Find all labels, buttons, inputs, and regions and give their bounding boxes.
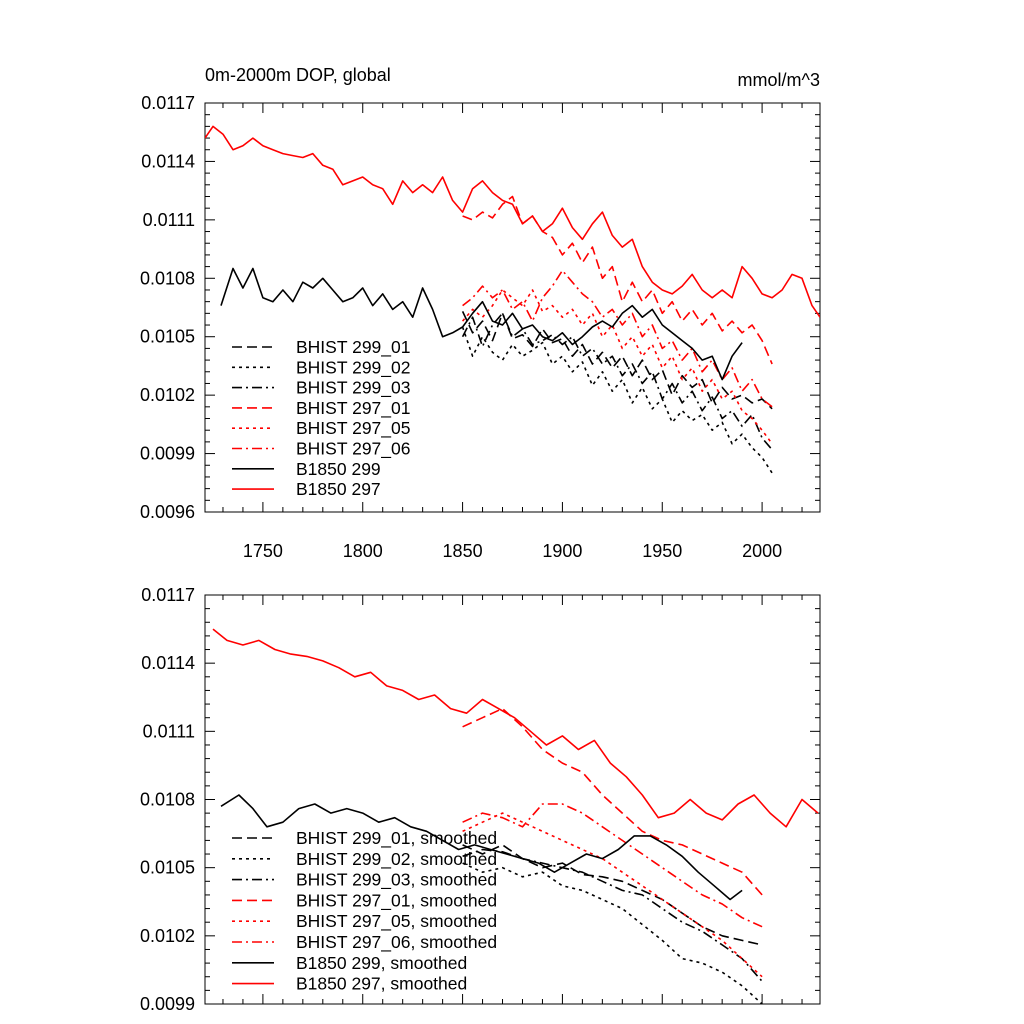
legend-label: BHIST 297_05, smoothed xyxy=(296,911,497,932)
series-line-3 xyxy=(461,312,773,451)
series-line-7 xyxy=(220,794,743,901)
y-tick-label: 0.0111 xyxy=(143,210,195,230)
series-line-4 xyxy=(462,195,773,365)
legend-label: B1850 299 xyxy=(296,459,381,479)
panel-top-content: 0.0096 0.0099 0.0102 0.0105 0.0108 0.0111 0.01… xyxy=(140,93,820,561)
x-tick-label: 2000 xyxy=(742,541,782,561)
legend-label: B1850 297 xyxy=(296,479,381,499)
series-line-6 xyxy=(462,803,763,928)
legend-label: BHIST 299_01 xyxy=(296,337,410,358)
y-tick-label: 0.0105 xyxy=(140,858,195,878)
legend-label: BHIST 297_06 xyxy=(296,439,410,460)
series-line-4 xyxy=(462,707,763,896)
series-line-5 xyxy=(461,289,773,445)
series-line-2 xyxy=(461,326,773,474)
top-panel-units: mmol/m^3 xyxy=(738,70,820,90)
y-tick-label: 0.0111 xyxy=(143,721,195,741)
y-tick-label: 0.0102 xyxy=(140,385,195,405)
y-tick-label: 0.0099 xyxy=(140,994,195,1014)
y-tick-label: 0.0099 xyxy=(140,444,195,464)
legend-label: BHIST 297_01, smoothed xyxy=(296,890,497,911)
top-panel-title: 0m-2000m DOP, global xyxy=(205,65,391,85)
series-line-3 xyxy=(462,848,763,982)
legend-label: B1850 297, smoothed xyxy=(296,974,467,994)
series-line-1 xyxy=(462,844,763,946)
series-line-5 xyxy=(462,812,763,978)
y-tick-label: 0.0096 xyxy=(140,502,195,522)
series-line-1 xyxy=(461,311,773,410)
x-tick-label: 1850 xyxy=(443,541,483,561)
series-line-8 xyxy=(212,628,819,828)
legend-label: BHIST 299_02 xyxy=(296,357,410,378)
y-tick-label: 0.0114 xyxy=(141,653,195,673)
series-line-2 xyxy=(462,862,763,1004)
legend-label: BHIST 297_05 xyxy=(296,418,410,439)
legend-label: BHIST 297_01 xyxy=(296,398,410,419)
x-tick-label: 1800 xyxy=(343,541,383,561)
x-tick-label: 1900 xyxy=(542,541,582,561)
top-panel: 0m-2000m DOP, global mmol/m^3 xyxy=(204,65,821,513)
series-line-7 xyxy=(220,267,743,381)
y-tick-label: 0.0117 xyxy=(141,93,195,113)
legend-label: BHIST 299_03 xyxy=(296,378,410,399)
legend-label: BHIST 299_03, smoothed xyxy=(296,870,497,891)
legend-label: BHIST 297_06, smoothed xyxy=(296,932,497,953)
y-tick-label: 0.0117 xyxy=(141,585,195,605)
series-group xyxy=(212,628,819,1004)
x-tick-label: 1750 xyxy=(243,541,283,561)
x-tick-label: 1950 xyxy=(642,541,682,561)
series-group xyxy=(205,125,820,474)
y-tick-label: 0.0108 xyxy=(140,268,195,288)
legend-label: BHIST 299_01, smoothed xyxy=(296,828,497,849)
top-plot-frame xyxy=(204,102,821,513)
y-tick-label: 0.0108 xyxy=(140,790,195,810)
legend-label: BHIST 299_02, smoothed xyxy=(296,849,497,870)
y-tick-label: 0.0114 xyxy=(141,151,195,171)
series-line-8 xyxy=(205,125,820,318)
legend-label: B1850 299, smoothed xyxy=(296,953,467,973)
y-tick-label: 0.0102 xyxy=(140,926,195,946)
panel-bottom-content: 0.0099 0.0102 0.0105 0.0108 0.0111 0.0114 0.01… xyxy=(140,585,820,1014)
y-tick-label: 0.0105 xyxy=(140,327,195,347)
